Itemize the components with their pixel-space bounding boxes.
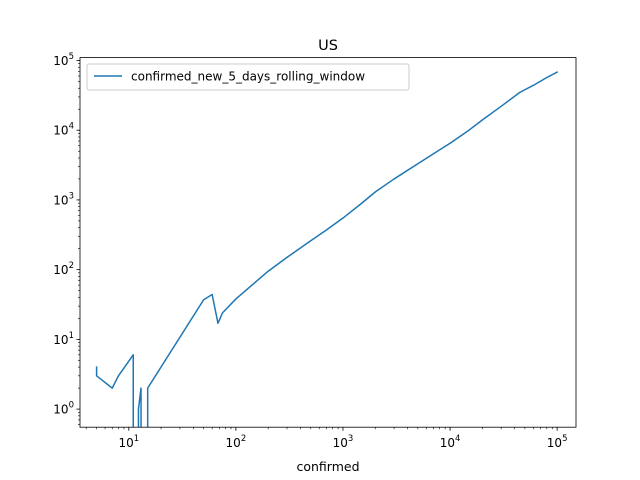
x-tick-label: 104 xyxy=(440,434,461,450)
series-line xyxy=(137,387,142,428)
x-axis-label: confirmed xyxy=(296,459,359,474)
y-tick-label: 101 xyxy=(53,331,74,347)
x-tick-label: 102 xyxy=(226,434,247,450)
plot-frame xyxy=(79,57,577,428)
ticks-layer: 101 102 103 104 105 100 101 102 103 104 105 xyxy=(53,52,567,450)
plot-area xyxy=(80,57,576,428)
series-line xyxy=(95,354,134,428)
series-line xyxy=(146,71,559,428)
legend-label: confirmed_new_5_days_rolling_window xyxy=(131,70,365,84)
y-tick-label: 105 xyxy=(53,52,74,68)
y-tick-label: 104 xyxy=(53,122,74,138)
y-tick-label: 103 xyxy=(53,191,74,207)
x-tick-label: 105 xyxy=(547,434,568,450)
y-tick-label: 100 xyxy=(53,401,74,417)
legend: confirmed_new_5_days_rolling_window xyxy=(86,63,410,91)
y-tick-label: 102 xyxy=(53,261,74,277)
x-tick-label: 103 xyxy=(333,434,354,450)
series-layer xyxy=(95,71,559,428)
x-tick-label: 101 xyxy=(118,434,139,450)
chart-title: US xyxy=(318,38,338,54)
legend-frame xyxy=(86,63,410,91)
